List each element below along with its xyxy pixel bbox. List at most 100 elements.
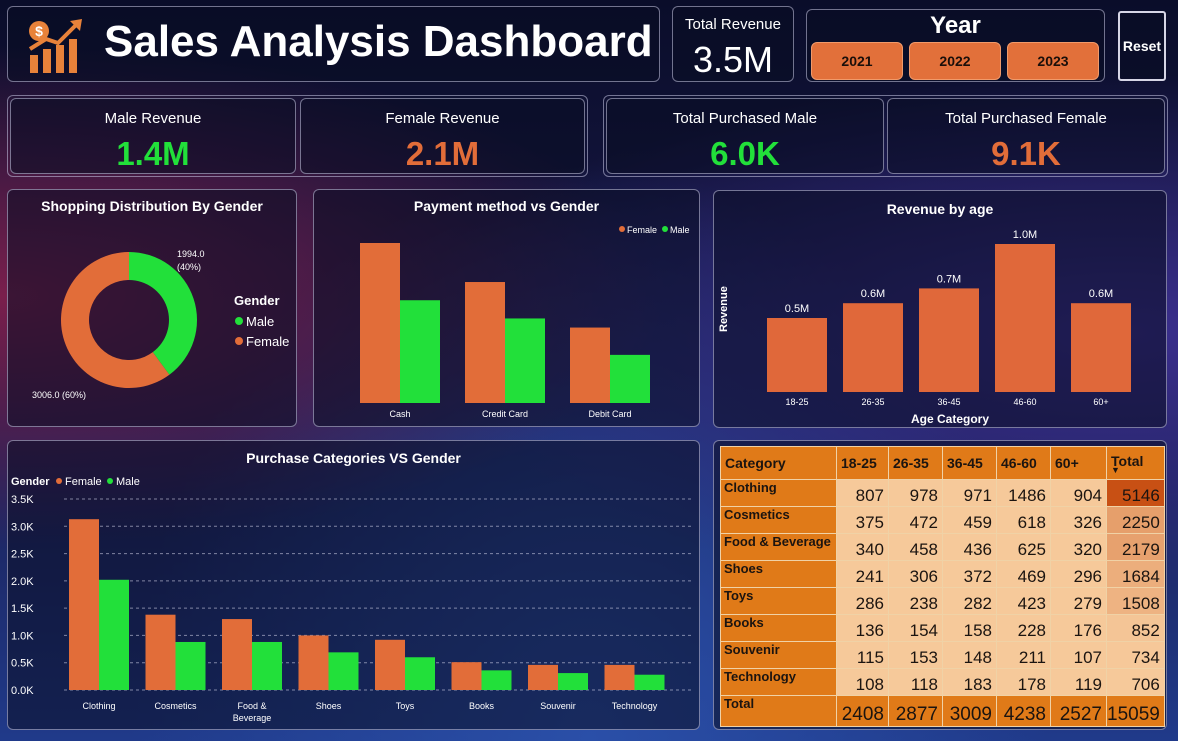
purchase-categories-chart: Purchase Categories VS Gender Gender Fem… (7, 440, 700, 730)
matrix-col-category[interactable]: Category (720, 446, 837, 480)
donut-svg: 1994.0 (40%) 3006.0 (60%) Gender Male Fe… (32, 249, 289, 400)
matrix-value-cell: 459 (942, 506, 997, 534)
matrix-value-cell: 4238 (996, 695, 1051, 727)
category-bar-male-souvenir[interactable] (558, 673, 588, 690)
payment-bar-male-cash[interactable] (400, 300, 440, 403)
matrix-total-row: Total 2408 2877 3009 4238 2527 15059 (720, 695, 1165, 727)
category-bar-male-shoes[interactable] (328, 652, 359, 690)
matrix-value-cell: 472 (888, 506, 943, 534)
matrix-value-cell: 2408 (836, 695, 889, 727)
matrix-total-cell: 15059 (1106, 695, 1165, 727)
matrix-value-cell: 618 (996, 506, 1051, 534)
total-revenue-value: 3.5M (692, 39, 774, 80)
matrix-col-46-60[interactable]: 46-60 (996, 446, 1051, 480)
category-bar-male-technology[interactable] (634, 674, 665, 690)
matrix-value-cell: 296 (1050, 560, 1107, 588)
category-bar-male-books[interactable] (481, 670, 512, 690)
matrix-total-cell: 2250 (1106, 506, 1165, 534)
female-revenue-card: Female Revenue 2.1M (300, 98, 585, 174)
matrix-value-cell: 158 (942, 614, 997, 642)
category-bar-male-cosmetics[interactable] (175, 641, 206, 690)
donut-slice-male[interactable] (129, 252, 197, 375)
categories-legend-title: Gender (11, 476, 50, 488)
category-bar-female-shoes[interactable] (298, 635, 329, 690)
matrix-row-label: Technology (720, 668, 837, 696)
male-revenue-label: Male Revenue (104, 110, 202, 127)
matrix-value-cell: 625 (996, 533, 1051, 561)
category-bar-female-clothing[interactable] (69, 519, 99, 690)
age-bar-26-35[interactable] (843, 303, 903, 392)
gender-distribution-chart: Shopping Distribution By Gender 1994.0 (… (7, 189, 297, 427)
matrix-col-60[interactable]: 60+ (1050, 446, 1107, 480)
payment-bar-female-cash[interactable] (360, 243, 400, 403)
payment-bar-male-credit-card[interactable] (505, 318, 545, 403)
category-bar-female-technology[interactable] (604, 664, 635, 690)
matrix-value-cell: 211 (996, 641, 1051, 669)
year-slicer-title: Year (930, 12, 981, 39)
matrix-value-cell: 372 (942, 560, 997, 588)
matrix-row: Toys 286 238 282 423 279 1508 (720, 587, 1165, 615)
matrix-col-18-25[interactable]: 18-25 (836, 446, 889, 480)
matrix-table: Category 18-25 26-35 36-45 46-60 60+ Total ▼ Cl… (720, 446, 1165, 727)
category-bar-female-cosmetics[interactable] (145, 614, 176, 690)
category-bar-female-food-beverage[interactable] (222, 619, 252, 690)
payment-bar-male-debit-card[interactable] (610, 354, 650, 403)
donut-legend-title: Gender (234, 293, 280, 308)
y-tick-label: 0.5K (11, 658, 34, 670)
donut-legend-female: Female (246, 334, 289, 349)
matrix-value-cell: 3009 (942, 695, 997, 727)
purchased-female-value: 9.1K (991, 135, 1061, 172)
purchase-count-group (603, 95, 1168, 177)
matrix-col-26-35[interactable]: 26-35 (888, 446, 943, 480)
reset-button[interactable]: Reset (1118, 11, 1166, 81)
total-revenue-card: Total Revenue 3.5M (672, 6, 794, 82)
matrix-total-cell: 5146 (1106, 479, 1165, 507)
age-bar-60[interactable] (1071, 303, 1131, 392)
age-data-label: 0.5M (785, 303, 809, 315)
donut-slice-female[interactable] (61, 252, 170, 388)
matrix-row: Shoes 241 306 372 469 296 1684 (720, 560, 1165, 588)
payment-bar-female-credit-card[interactable] (465, 282, 505, 403)
matrix-value-cell: 807 (836, 479, 889, 507)
svg-text:$: $ (35, 23, 43, 39)
matrix-total-cell: 734 (1106, 641, 1165, 669)
matrix-col-36-45[interactable]: 36-45 (942, 446, 997, 480)
matrix-row: Food & Beverage 340 458 436 625 320 2179 (720, 533, 1165, 561)
y-tick-label: 2.0K (11, 576, 34, 588)
donut-female-label: 3006.0 (60%) (32, 390, 86, 400)
year-option-2023[interactable]: 2023 (1007, 42, 1099, 80)
age-bar-36-45[interactable] (919, 288, 979, 392)
categories-legend-male: Male (116, 476, 140, 488)
category-bar-male-clothing[interactable] (99, 579, 129, 690)
year-option-2021[interactable]: 2021 (811, 42, 903, 80)
category-x-label: Clothing (82, 701, 115, 711)
sort-desc-icon[interactable]: ▼ (1111, 465, 1120, 475)
y-tick-label: 2.5K (11, 549, 34, 561)
matrix-value-cell: 241 (836, 560, 889, 588)
age-bar-18-25[interactable] (767, 318, 827, 392)
category-bar-female-books[interactable] (451, 662, 482, 690)
matrix-col-total[interactable]: Total ▼ (1106, 446, 1165, 480)
matrix-row: Souvenir 115 153 148 211 107 734 (720, 641, 1165, 669)
category-bar-male-toys[interactable] (405, 657, 435, 690)
matrix-value-cell: 108 (836, 668, 889, 696)
matrix-row-label: Cosmetics (720, 506, 837, 534)
year-option-2022[interactable]: 2022 (909, 42, 1001, 80)
age-svg: Revenue Age Category 0.5M 18-25 0.6M 26-35 0… (718, 229, 1131, 426)
matrix-value-cell: 904 (1050, 479, 1107, 507)
payment-legend-female: Female (627, 225, 657, 235)
payment-bar-female-debit-card[interactable] (570, 327, 610, 403)
matrix-value-cell: 978 (888, 479, 943, 507)
category-bar-female-souvenir[interactable] (528, 664, 558, 690)
payment-x-label: Cash (389, 409, 410, 419)
category-bar-female-toys[interactable] (375, 639, 405, 690)
matrix-value-cell: 154 (888, 614, 943, 642)
age-bar-46-60[interactable] (995, 244, 1055, 392)
matrix-value-cell: 423 (996, 587, 1051, 615)
matrix-row: Cosmetics 375 472 459 618 326 2250 (720, 506, 1165, 534)
matrix-value-cell: 340 (836, 533, 889, 561)
matrix-value-cell: 183 (942, 668, 997, 696)
category-bar-male-food-beverage[interactable] (252, 641, 282, 690)
sales-growth-icon: $ (28, 19, 82, 73)
matrix-row: Books 136 154 158 228 176 852 (720, 614, 1165, 642)
